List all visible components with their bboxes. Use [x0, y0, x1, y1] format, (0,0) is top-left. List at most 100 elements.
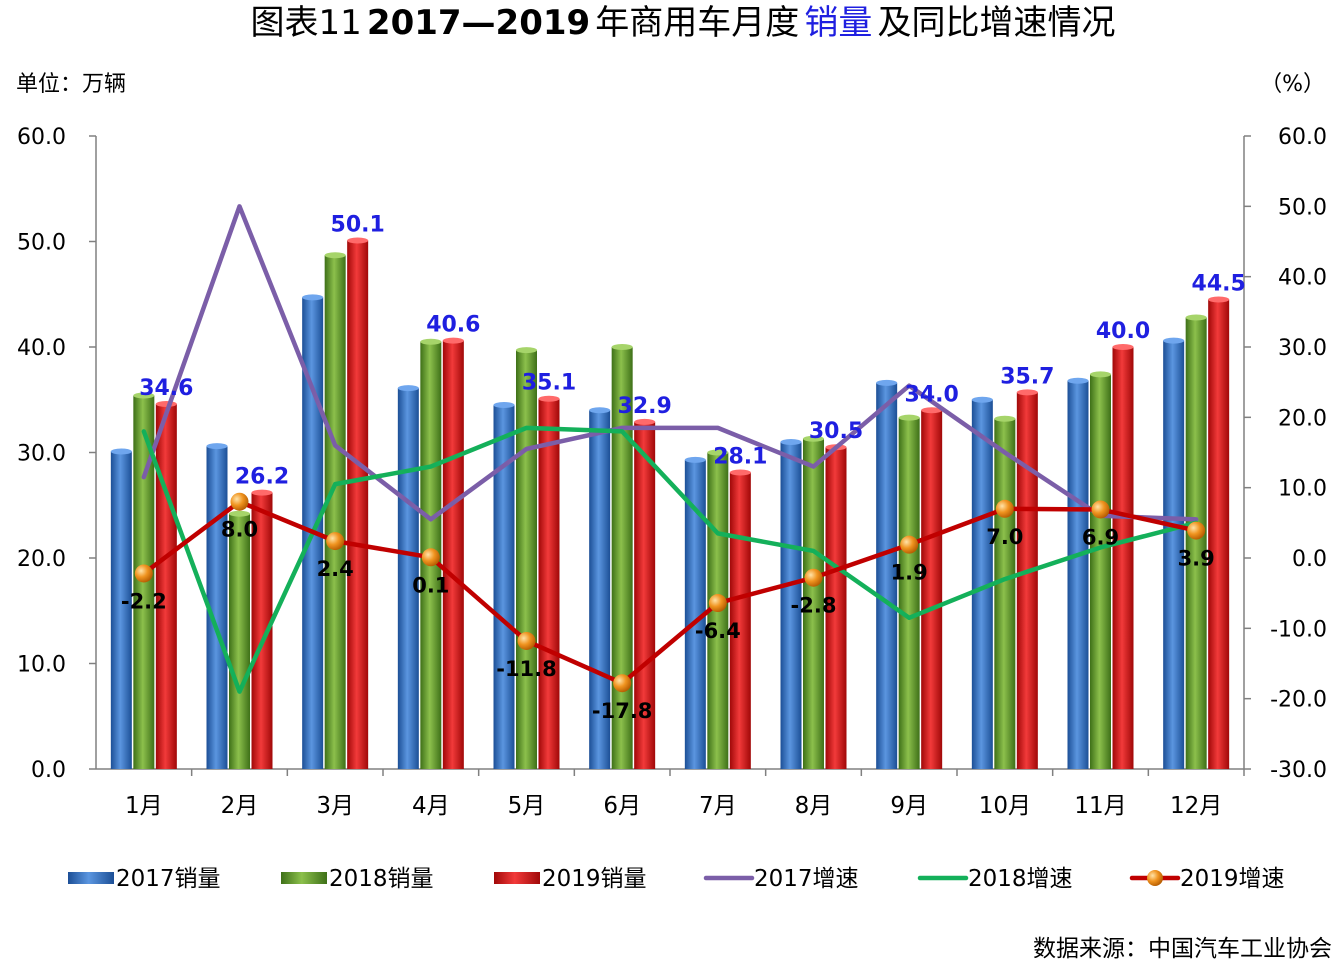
bar-2018销量 [994, 418, 1016, 769]
bar-2017销量 [110, 451, 132, 769]
bar-2017销量 [589, 410, 611, 769]
chart-title: 图表11 2017—2019 年商用车月度 销量 及同比增速情况 [251, 3, 1116, 43]
bar-top-cap [133, 392, 155, 399]
growth-2019-value-label: 1.9 [891, 561, 928, 585]
legend-marker [1147, 870, 1163, 886]
bar-2019-value-label: 35.7 [1000, 364, 1054, 389]
right-tick-label: 60.0 [1278, 125, 1327, 150]
growth-2019-value-label: -11.8 [496, 657, 557, 681]
growth-2019-value-label: -2.2 [121, 589, 167, 613]
bar-2019销量 [1208, 299, 1230, 769]
x-category-label: 2月 [221, 793, 259, 819]
data-labels: 34.6 26.2 50.1 40.6 35.1 32.9 28.1 30.5 34.0 35.7… [121, 212, 1246, 723]
marker-2019-growth [517, 631, 536, 650]
growth-2019-value-label: -17.8 [592, 699, 653, 723]
bar-2019销量 [1016, 392, 1038, 769]
marker-2019-growth [1187, 521, 1206, 540]
bar-top-cap [155, 400, 177, 407]
left-tick-label: 20.0 [17, 547, 66, 572]
marker-2019-growth [230, 492, 249, 511]
bar-top-cap [589, 407, 611, 414]
growth-2019-value-label: -2.8 [791, 594, 837, 618]
bar-2017销量 [876, 382, 898, 769]
bar-2019销量 [729, 472, 751, 769]
right-tick-label: -30.0 [1270, 758, 1327, 783]
bar-2018销量 [1185, 317, 1207, 769]
bar-top-cap [1163, 337, 1185, 344]
bar-top-cap [1185, 314, 1207, 321]
data-source: 数据来源：中国汽车工业协会 [1033, 936, 1332, 962]
x-category-label: 7月 [699, 793, 737, 819]
bar-2019销量 [634, 421, 656, 769]
left-axis-unit: 单位：万辆 [16, 72, 126, 97]
legend-label: 2017增速 [754, 866, 859, 892]
title-years: 2017—2019 [367, 3, 590, 43]
growth-2019-value-label: 7.0 [986, 525, 1023, 549]
bar-2018销量 [898, 417, 920, 769]
bar-2019-value-label: 28.1 [713, 445, 767, 470]
bar-2019销量 [155, 403, 177, 769]
bar-2019销量 [347, 240, 369, 769]
bar-top-cap [347, 237, 369, 244]
bar-top-cap [1112, 344, 1134, 350]
right-tick-label: 50.0 [1278, 195, 1327, 220]
x-category-label: 3月 [316, 793, 354, 819]
bar-top-cap [442, 337, 464, 344]
legend-label: 2018增速 [968, 866, 1073, 892]
bar-top-cap [251, 489, 273, 496]
bar-2018销量 [803, 438, 824, 769]
bar-top-cap [684, 456, 706, 463]
bar-2019-value-label: 32.9 [618, 394, 672, 419]
left-tick-label: 10.0 [17, 653, 66, 678]
bar-2019销量 [921, 410, 943, 769]
bar-2017销量 [684, 459, 706, 769]
marker-2019-growth [326, 532, 345, 551]
bar-2018销量 [1090, 374, 1111, 769]
right-tick-label: 30.0 [1278, 336, 1327, 361]
line-series [134, 204, 1206, 694]
marker-2019-growth [804, 568, 823, 587]
right-tick-label: 0.0 [1292, 547, 1327, 572]
bar-top-cap [110, 448, 132, 455]
title-part1: 年商用车月度 [595, 3, 799, 43]
legend-label: 2019销量 [542, 866, 647, 892]
marker-2019-growth [134, 564, 153, 583]
x-category-label: 8月 [795, 793, 833, 819]
marker-2019-growth [421, 548, 440, 567]
bar-top-cap [780, 438, 802, 445]
bar-2017销量 [1163, 340, 1185, 769]
legend-label: 2017销量 [116, 866, 221, 892]
bar-top-cap [971, 396, 993, 403]
legend: 2017销量 2018销量 2019销量 2017增速 2018增速 2019增速 [68, 866, 1285, 892]
right-tick-label: -10.0 [1270, 617, 1327, 642]
x-category-label: 5月 [508, 793, 546, 819]
right-tick-label: -20.0 [1270, 688, 1327, 713]
left-tick-label: 0.0 [31, 758, 66, 783]
x-category-label: 9月 [890, 793, 928, 819]
growth-2019-value-label: -6.4 [695, 619, 741, 643]
bar-2019-value-label: 35.1 [522, 371, 576, 396]
growth-2019-value-label: 3.9 [1178, 547, 1215, 571]
bar-2017销量 [971, 399, 993, 769]
growth-2019-value-label: 8.0 [221, 518, 258, 542]
bar-2018销量 [516, 350, 537, 769]
bar-top-cap [302, 294, 324, 301]
bar-top-cap [1090, 371, 1111, 378]
x-category-label: 11月 [1074, 793, 1126, 819]
bar-2019-value-label: 40.0 [1096, 319, 1150, 344]
legend-label: 2019增速 [1180, 866, 1285, 892]
line-2019增速 [141, 499, 1199, 686]
bar-top-cap [994, 415, 1016, 422]
left-tick-label: 60.0 [17, 125, 66, 150]
bar-2019销量 [825, 447, 847, 769]
bar-top-cap [707, 449, 729, 456]
title-part2: 及同比增速情况 [877, 3, 1115, 43]
bar-2018销量 [229, 513, 250, 769]
bar-2017销量 [493, 405, 515, 769]
x-category-label: 6月 [603, 793, 641, 819]
bar-top-cap [397, 385, 419, 392]
bar-top-cap [611, 344, 633, 350]
growth-2019-value-label: 2.4 [317, 557, 354, 581]
x-category-label: 1月 [125, 793, 163, 819]
